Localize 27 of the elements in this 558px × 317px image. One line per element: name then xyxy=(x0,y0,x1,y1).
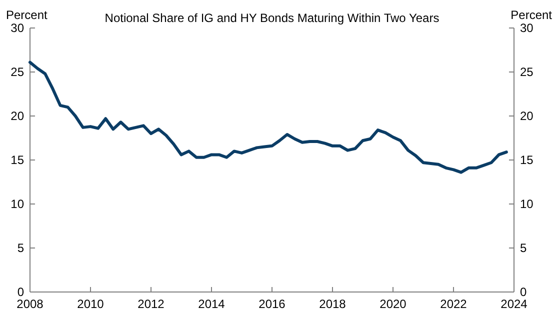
x-tick-label: 2020 xyxy=(380,297,407,311)
y2-axis-title: Percent xyxy=(510,8,553,22)
x-tick-label: 2010 xyxy=(77,297,104,311)
x-tick-label: 2012 xyxy=(138,297,165,311)
x-tick-label: 2022 xyxy=(440,297,468,311)
x-tick-label: 2014 xyxy=(198,297,226,311)
y-tick-label: 30 xyxy=(10,21,24,36)
y2-tick-label: 5 xyxy=(520,241,527,256)
chart-title: Notional Share of IG and HY Bonds Maturing Within Two Years xyxy=(104,11,440,25)
x-tick-label: 2018 xyxy=(319,297,346,311)
x-tick-label: 2024 xyxy=(500,297,528,311)
y-tick-label: 15 xyxy=(10,153,24,168)
y-tick-label: 25 xyxy=(10,65,24,80)
y2-tick-label: 10 xyxy=(520,197,534,212)
y-tick-label: 0 xyxy=(17,285,24,300)
y-tick-label: 10 xyxy=(10,197,24,212)
y2-tick-label: 15 xyxy=(520,153,534,168)
y2-tick-label: 0 xyxy=(520,285,527,300)
y2-tick-label: 25 xyxy=(520,65,534,80)
y-tick-label: 5 xyxy=(17,241,24,256)
y-tick-label: 20 xyxy=(10,109,24,124)
y2-tick-label: 20 xyxy=(520,109,534,124)
x-tick-label: 2016 xyxy=(258,297,286,311)
y-axis-title: Percent xyxy=(6,8,48,22)
x-tick-label: 2008 xyxy=(16,297,44,311)
line-series xyxy=(28,60,508,174)
y2-tick-label: 30 xyxy=(520,21,534,36)
